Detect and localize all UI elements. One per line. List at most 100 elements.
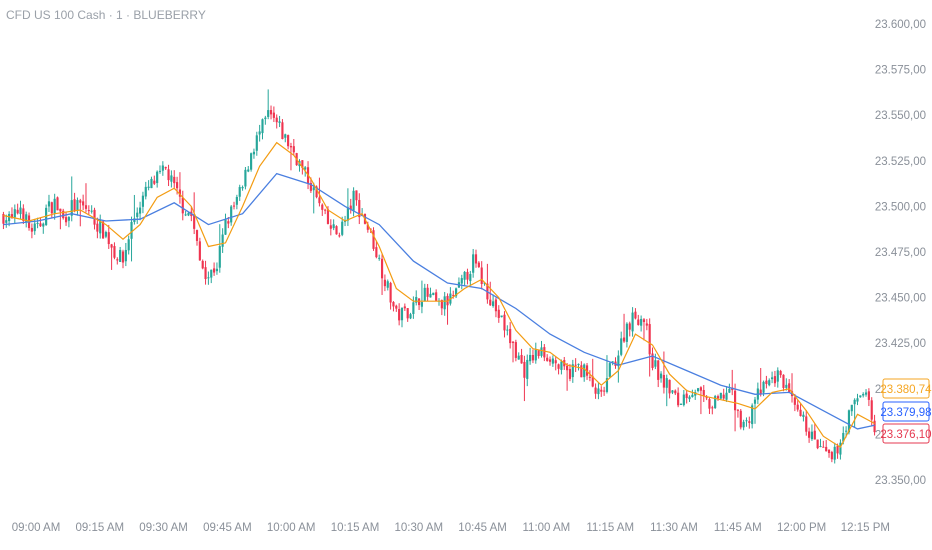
- candle: [742, 419, 745, 431]
- candle-body: [73, 199, 76, 211]
- candle-body: [215, 268, 219, 272]
- price-tick-label: 23.475,00: [875, 247, 926, 259]
- time-axis[interactable]: 09:00 AM 09:15 AM 09:30 AM 09:45 AM 10:00 AM…: [12, 522, 890, 534]
- candle: [529, 347, 532, 365]
- candle: [84, 183, 88, 213]
- candle-body: [82, 201, 85, 206]
- candle-body: [659, 373, 663, 379]
- candle: [403, 303, 406, 311]
- candle-body: [332, 224, 335, 229]
- candle-body: [548, 359, 552, 362]
- price-tick-label: 23.450,00: [875, 293, 926, 305]
- candle: [380, 254, 384, 295]
- candle-body: [324, 209, 327, 211]
- candle-body: [802, 414, 805, 417]
- candle: [232, 201, 236, 210]
- candle-body: [13, 209, 16, 218]
- candle: [694, 389, 697, 400]
- candle: [560, 359, 563, 375]
- candle-body: [779, 370, 782, 376]
- candle: [147, 180, 150, 191]
- candle-body: [796, 404, 799, 410]
- slow-moving-average-line: [3, 172, 875, 430]
- candle: [768, 378, 771, 387]
- candle: [241, 185, 244, 191]
- candle-body: [164, 166, 167, 169]
- candle: [856, 393, 859, 406]
- candle-body: [762, 381, 765, 393]
- candle-body: [862, 393, 865, 396]
- candle: [799, 402, 802, 417]
- candle-body: [378, 257, 381, 259]
- candle: [634, 308, 637, 320]
- candle: [591, 358, 594, 388]
- candle-body: [19, 207, 22, 215]
- candle-body: [489, 299, 492, 306]
- fast-moving-average-line: [3, 141, 875, 449]
- candle-body: [178, 189, 182, 197]
- candle-body: [668, 379, 671, 394]
- candle-body: [30, 227, 33, 232]
- candle-body: [634, 311, 637, 319]
- candle-body: [87, 210, 90, 212]
- candle-body: [714, 396, 717, 408]
- candle: [19, 200, 22, 220]
- candle: [96, 217, 99, 239]
- candle-body: [585, 365, 589, 376]
- candle: [25, 211, 28, 228]
- candle-body: [682, 394, 685, 406]
- candle: [244, 167, 247, 190]
- candle-body: [198, 241, 201, 261]
- candle-body: [383, 279, 386, 287]
- candle: [554, 356, 557, 371]
- candle-body: [124, 249, 127, 262]
- candle: [287, 134, 290, 150]
- candle: [235, 194, 238, 210]
- candle: [688, 395, 691, 402]
- candle: [580, 361, 583, 378]
- price-tick-label: 23.425,00: [875, 338, 926, 350]
- candle: [620, 331, 623, 357]
- candle-body: [554, 360, 557, 364]
- candle: [107, 224, 110, 249]
- candle-body: [170, 175, 173, 182]
- candle-body: [161, 165, 164, 171]
- candle-body: [16, 209, 19, 214]
- time-tick-label: 09:30 AM: [139, 522, 188, 534]
- candle-body: [514, 342, 517, 358]
- candle: [836, 443, 839, 459]
- candle-body: [460, 278, 463, 284]
- candle-body: [355, 190, 358, 201]
- price-tags: 23.380,74 23.379,98 23.376,10: [880, 378, 932, 444]
- candle-body: [469, 274, 472, 282]
- candle-body: [389, 282, 392, 303]
- candle: [480, 261, 483, 290]
- candle: [161, 161, 164, 176]
- candle-body: [753, 399, 757, 404]
- candle: [409, 312, 412, 320]
- candle-body: [352, 190, 355, 211]
- candle-body: [685, 393, 688, 399]
- candle: [546, 354, 549, 362]
- candle-body: [853, 399, 856, 405]
- candle-body: [719, 392, 722, 399]
- candle-body: [842, 432, 845, 442]
- candle-body: [839, 442, 842, 455]
- candle: [56, 196, 59, 211]
- candle-body: [84, 205, 88, 209]
- candle: [679, 403, 683, 405]
- candle: [696, 387, 700, 393]
- candle: [82, 194, 85, 211]
- candle-body: [224, 219, 227, 235]
- candle-body: [674, 390, 677, 394]
- candle-body: [819, 446, 822, 448]
- candle-body: [654, 360, 657, 367]
- candle-body: [272, 112, 275, 118]
- candle: [657, 359, 660, 388]
- candle-body: [96, 223, 99, 232]
- candle-body: [346, 207, 349, 221]
- time-tick-label: 10:00 AM: [267, 522, 316, 534]
- candle-body: [349, 205, 352, 210]
- candle-body: [289, 146, 293, 148]
